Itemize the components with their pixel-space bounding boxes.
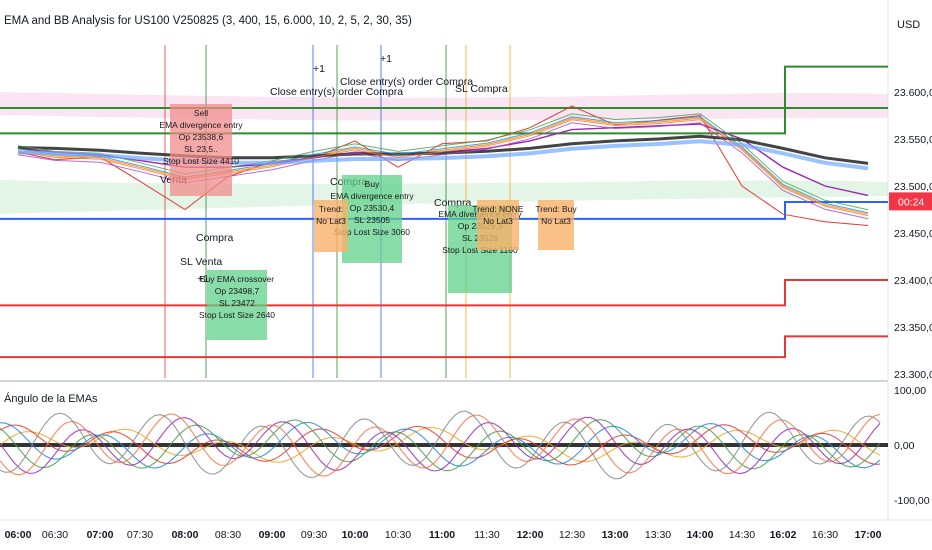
annotation-text: Trend: xyxy=(319,204,343,214)
ema-line xyxy=(17,134,869,165)
indicator-series xyxy=(0,410,888,480)
annotation-text: Trend: Buy xyxy=(535,204,577,214)
signal-label: SL Venta xyxy=(180,256,222,268)
price-tick-label: 23.550,00 xyxy=(894,134,932,146)
level-line xyxy=(0,335,888,359)
annotation-text: No Lat3 xyxy=(483,216,513,226)
time-tick-label: 13:00 xyxy=(602,529,629,541)
annotation-text: SL 23472 xyxy=(219,298,255,308)
annotation-text: Buy EMA crossover xyxy=(200,274,274,284)
annotation-text: Buy xyxy=(365,179,380,189)
annotation-box xyxy=(342,175,402,263)
price-tick-label: 23.600,00 xyxy=(894,87,932,99)
indicator-tick-label: 100,00 xyxy=(894,385,926,397)
annotation-boxes: Sell EMA divergence entry Op 23538,6 SL 23,… xyxy=(159,104,577,340)
price-tick-label: 23.500,00 xyxy=(894,181,932,193)
time-tick-label: 16:30 xyxy=(812,529,838,541)
level-line xyxy=(0,65,888,109)
ema-line xyxy=(17,119,869,217)
time-tick-label: 08:00 xyxy=(172,529,199,541)
signal-label: +1 xyxy=(313,63,325,75)
annotation-text: Op 23498,7 xyxy=(215,286,260,296)
annotation-text: Stop Lost Size 2640 xyxy=(199,310,275,320)
time-tick-label: 12:00 xyxy=(517,529,544,541)
ema-line xyxy=(17,113,869,211)
indicator-line xyxy=(0,410,881,480)
indicator-tick-label: -100,00 xyxy=(894,495,930,507)
annotation-text: SL 23505 xyxy=(354,215,390,225)
time-tick-label: 07:00 xyxy=(87,529,114,541)
time-tick-label: 12:30 xyxy=(559,529,585,541)
indicator-tick-label: 0,00 xyxy=(894,440,915,452)
ema-series xyxy=(17,105,869,226)
current-price-label: 00:24 xyxy=(898,196,924,208)
ema-line xyxy=(17,139,869,171)
time-tick-label: 06:00 xyxy=(5,529,32,541)
ema-line xyxy=(17,105,869,226)
currency-label[interactable]: USD xyxy=(897,19,920,31)
annotation-text: Stop Lost Size 4410 xyxy=(163,156,239,166)
annotation-text: No Lat3 xyxy=(316,216,346,226)
price-tick-label: 23.450,00 xyxy=(894,228,932,240)
level-line xyxy=(0,279,888,307)
time-tick-label: 09:30 xyxy=(301,529,327,541)
indicator-title: Ángulo de la EMAs xyxy=(4,392,98,405)
price-tick-label: 23.300,00 xyxy=(894,369,932,381)
indicator-line xyxy=(0,416,881,475)
annotation-text: Op 23538,6 xyxy=(179,132,224,142)
price-tick-label: 23.350,00 xyxy=(894,322,932,334)
price-axis[interactable]: 23.600,00 23.550,00 23.500,00 23.450,00 23.4… xyxy=(889,87,932,381)
time-tick-label: 14:00 xyxy=(687,529,714,541)
indicator-line xyxy=(0,413,881,477)
time-tick-label: 07:30 xyxy=(127,529,153,541)
time-tick-label: 09:00 xyxy=(259,529,286,541)
signal-label: +1 xyxy=(380,53,392,65)
annotation-text: SL 23,5.. xyxy=(184,144,218,154)
annotation-box xyxy=(207,270,267,340)
price-tick-label: 23.400,00 xyxy=(894,275,932,287)
annotation-text: Trend: NONE xyxy=(472,204,524,214)
annotation-box xyxy=(477,200,519,250)
upper-band xyxy=(0,92,888,121)
indicator-axis[interactable]: 100,00 0,00 -100,00 xyxy=(894,385,930,507)
time-tick-label: 08:30 xyxy=(215,529,241,541)
time-axis[interactable]: 06:00 06:30 07:00 07:30 08:00 08:30 09:00 09:30… xyxy=(5,529,882,541)
time-tick-label: 10:30 xyxy=(385,529,411,541)
annotation-text: Sell xyxy=(194,108,208,118)
signal-label: +1 xyxy=(197,273,209,285)
indicator-line xyxy=(0,426,881,463)
annotation-box xyxy=(170,104,232,196)
time-tick-label: 11:00 xyxy=(429,529,455,541)
annotation-box xyxy=(314,200,348,252)
annotation-text: EMA divergence entry xyxy=(330,191,414,201)
indicator-line xyxy=(0,424,881,466)
annotation-text: No Lat3 xyxy=(541,216,571,226)
chart-title: EMA and BB Analysis for US100 V250825 (3… xyxy=(4,15,412,27)
time-tick-label: 10:00 xyxy=(342,529,369,541)
signal-label: Compra xyxy=(196,232,234,244)
ema-line xyxy=(17,116,869,214)
annotation-text: Op 23530,4 xyxy=(350,203,395,213)
signal-label: Close entry(s) order Compra xyxy=(270,86,403,98)
time-tick-label: 13:30 xyxy=(645,529,671,541)
level-line xyxy=(0,106,888,135)
signal-label: Close entry(s) order Compra xyxy=(340,76,473,88)
annotation-text: EMA divergence entry xyxy=(159,120,243,130)
current-price-badge xyxy=(889,192,932,211)
signal-label: SL Compra xyxy=(455,83,508,95)
indicator-line xyxy=(0,421,881,469)
time-tick-label: 06:30 xyxy=(42,529,68,541)
annotation-box xyxy=(538,200,574,250)
time-tick-label: 16:02 xyxy=(770,529,797,541)
time-tick-label: 11:30 xyxy=(474,529,500,541)
time-tick-label: 17:00 xyxy=(855,529,882,541)
time-tick-label: 14:30 xyxy=(729,529,755,541)
annotation-text: Stop Lost Size 3060 xyxy=(334,227,410,237)
